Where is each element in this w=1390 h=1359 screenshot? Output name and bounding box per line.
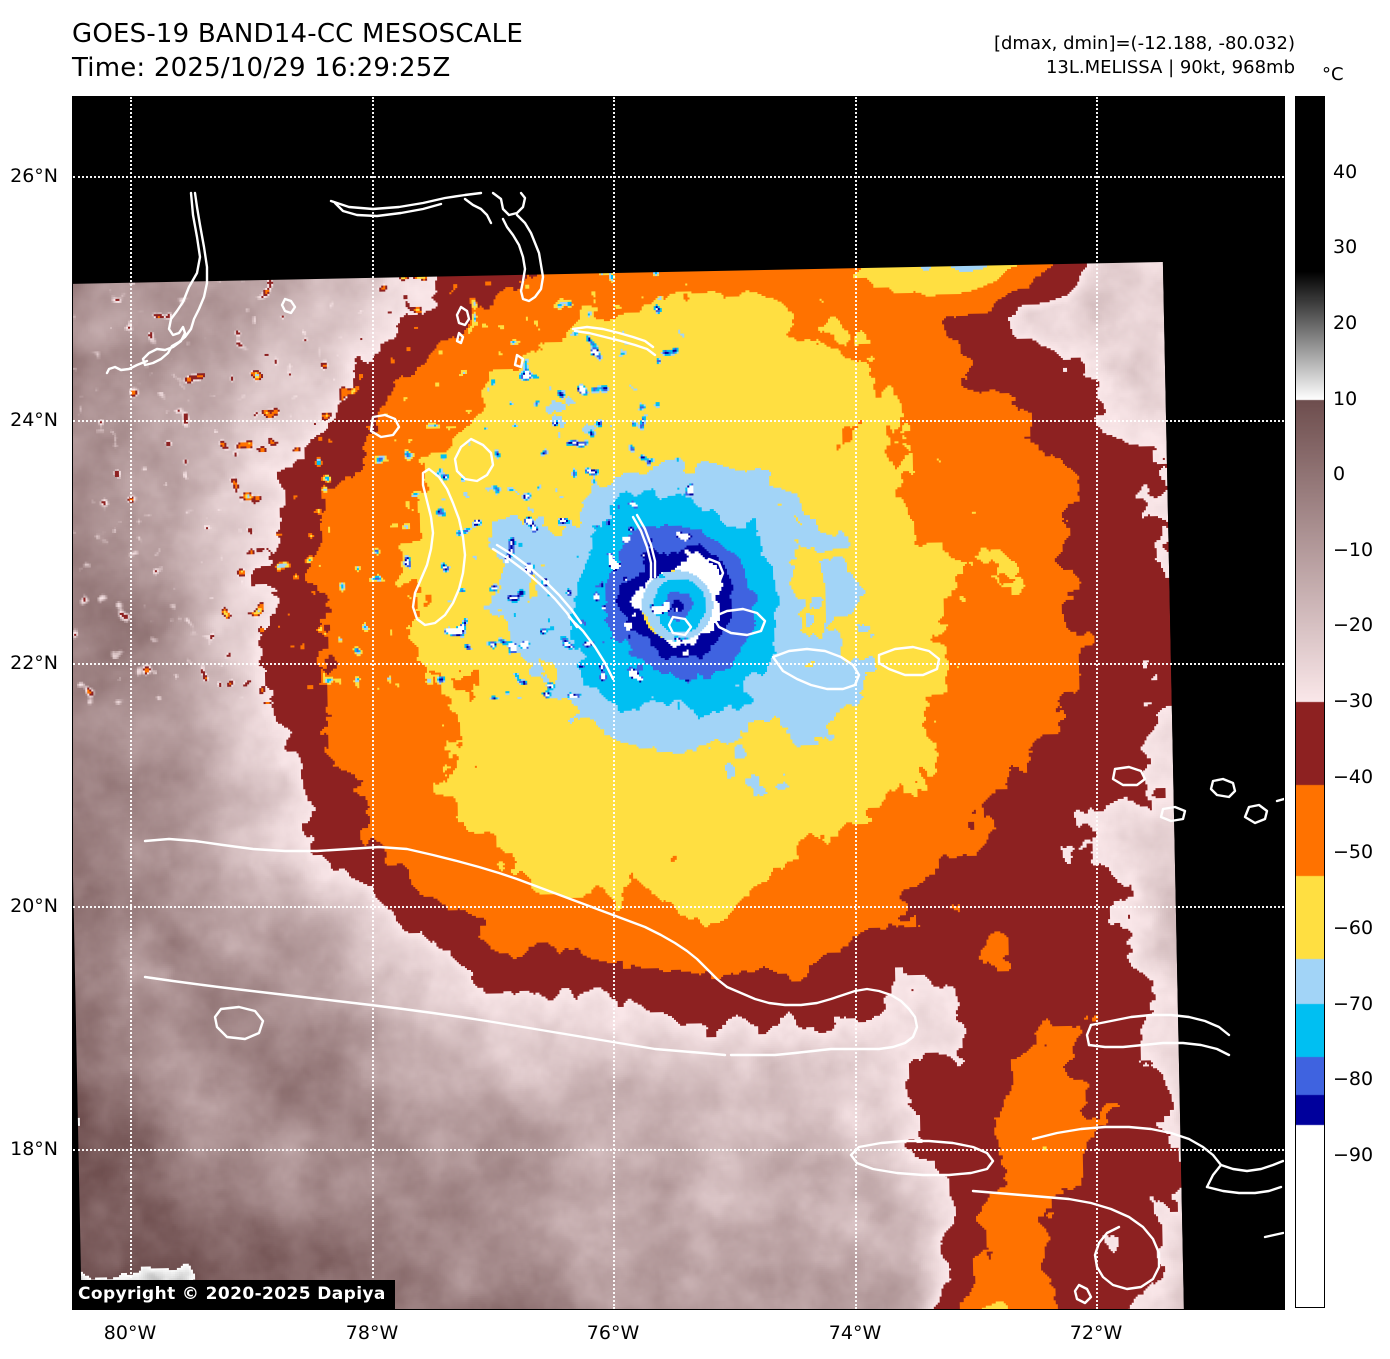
storm-info-label: 13L.MELISSA | 90kt, 968mb (1045, 56, 1295, 78)
colorbar-tick-minus30: −30 (1333, 690, 1374, 712)
gridline-lon-80w (130, 97, 132, 1309)
colorbar-tick-20: 20 (1333, 311, 1358, 334)
gridline-lon-74w (855, 97, 857, 1309)
colorbar-tick-40: 40 (1333, 160, 1358, 183)
gridline-layer (73, 97, 1284, 1309)
ytick-18n: 18°N (10, 1138, 58, 1160)
colorbar-tick-0: 0 (1333, 463, 1346, 486)
temperature-colorbar[interactable] (1295, 96, 1325, 1308)
colorbar-units-label: °C (1322, 64, 1344, 85)
colorbar-tick-minus70: −70 (1333, 992, 1374, 1015)
colorbar-gradient (1296, 97, 1324, 1307)
colorbar-tick-30: 30 (1333, 236, 1358, 259)
colorbar-tick-minus60: −60 (1333, 916, 1374, 939)
xtick-76w: 76°W (586, 1322, 640, 1344)
xtick-78w: 78°W (345, 1322, 399, 1344)
colorbar-tick-minus20: −20 (1333, 614, 1374, 637)
header-left-block: GOES-19 BAND14-CC MESOSCALE Time: 2025/1… (72, 18, 523, 86)
copyright-watermark: Copyright © 2020-2025 Dapiya (73, 1280, 395, 1309)
colorbar-tick-minus80: −80 (1333, 1068, 1374, 1091)
ytick-24n: 24°N (10, 409, 58, 431)
data-minmax-label: [dmax, dmin]=(-12.188, -80.032) (993, 33, 1295, 54)
gridline-lon-72w (1096, 97, 1098, 1309)
xtick-72w: 72°W (1069, 1322, 1123, 1344)
gridline-lat-20n (73, 906, 1284, 908)
plot-inner: Copyright © 2020-2025 Dapiya (73, 97, 1284, 1309)
colorbar-tick-minus90: −90 (1333, 1143, 1374, 1166)
colorbar-tick-minus10: −10 (1333, 538, 1374, 561)
ytick-22n: 22°N (10, 652, 58, 674)
header-right-block: [dmax, dmin]=(-12.188, -80.032) 13L.MELI… (994, 32, 1295, 80)
gridline-lat-26n (73, 176, 1284, 178)
page-title: GOES-19 BAND14-CC MESOSCALE (72, 19, 523, 49)
xtick-74w: 74°W (828, 1322, 882, 1344)
ytick-26n: 26°N (10, 165, 58, 187)
gridline-lat-24n (73, 420, 1284, 422)
xtick-80w: 80°W (103, 1322, 157, 1344)
gridline-lat-18n (73, 1149, 1284, 1151)
colorbar-tick-minus50: −50 (1333, 841, 1374, 864)
gridline-lon-78w (372, 97, 374, 1309)
gridline-lat-22n (73, 663, 1284, 665)
ytick-20n: 20°N (10, 895, 58, 917)
colorbar-tick-minus40: −40 (1333, 765, 1374, 788)
gridline-lon-76w (613, 97, 615, 1309)
satellite-image-plot[interactable]: Copyright © 2020-2025 Dapiya (72, 96, 1285, 1310)
coastline-overlay (105, 191, 1284, 1305)
timestamp: Time: 2025/10/29 16:29:25Z (72, 52, 451, 83)
colorbar-tick-10: 10 (1333, 387, 1358, 410)
